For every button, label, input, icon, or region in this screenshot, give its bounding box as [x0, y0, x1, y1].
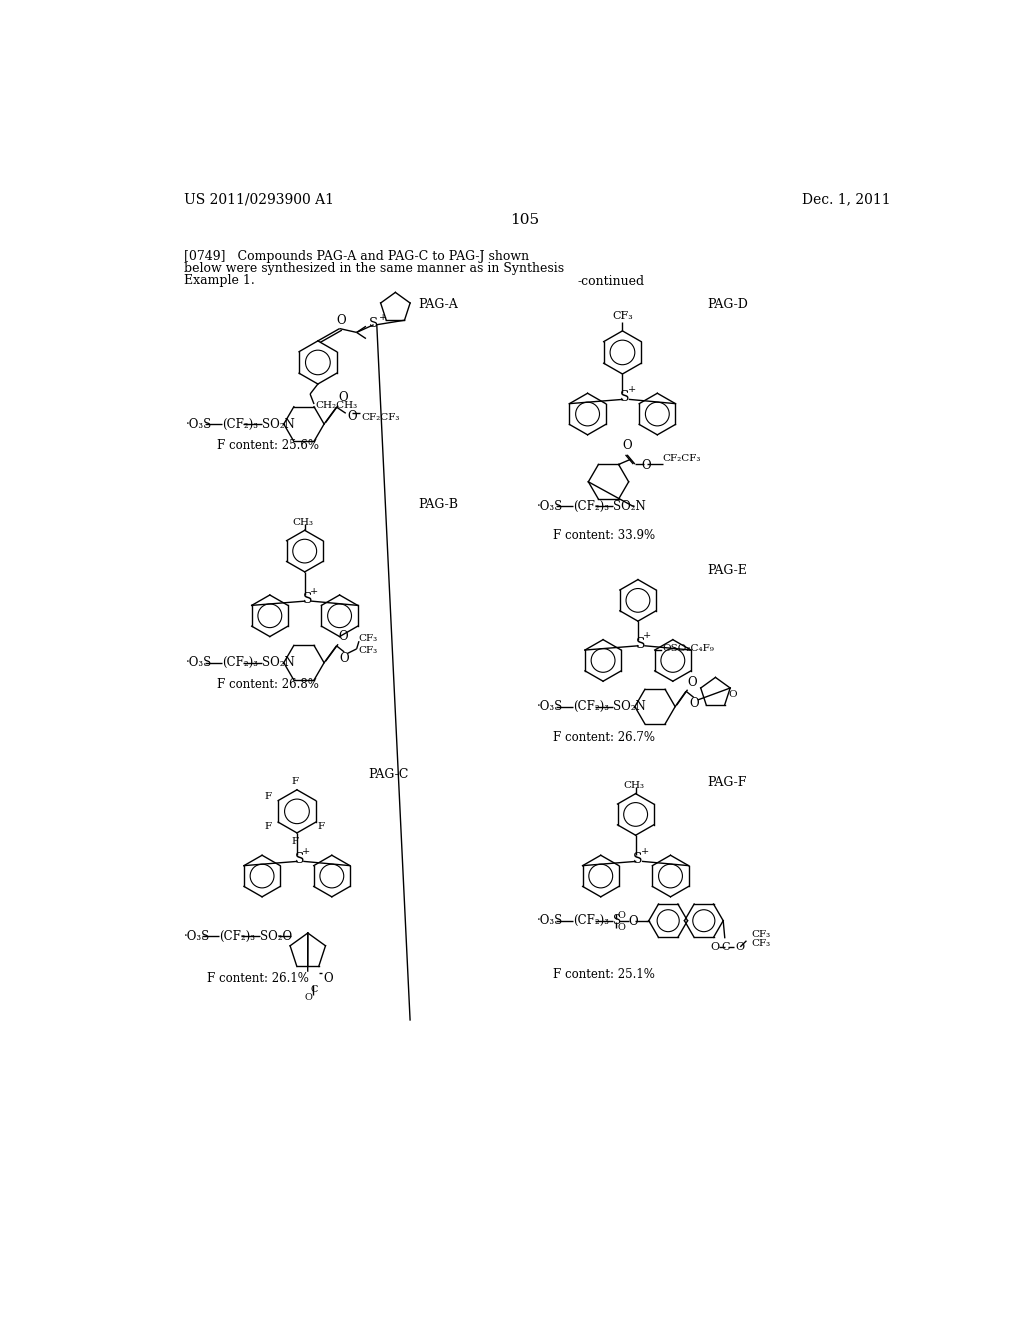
Text: CF₃: CF₃	[751, 940, 770, 948]
Text: CF₃: CF₃	[358, 634, 377, 643]
Text: S: S	[613, 915, 622, 927]
Text: (CF₂)₃: (CF₂)₃	[572, 500, 609, 513]
Text: (CF₂)₃: (CF₂)₃	[572, 915, 609, 927]
Text: PAG-D: PAG-D	[708, 298, 749, 312]
Text: CH₃: CH₃	[624, 781, 644, 791]
Text: +: +	[302, 847, 310, 855]
Text: O: O	[324, 972, 333, 985]
Text: F content: 25.1%: F content: 25.1%	[553, 968, 654, 981]
Text: PAG-C: PAG-C	[369, 768, 409, 781]
Text: O: O	[617, 911, 626, 920]
Text: O: O	[690, 697, 699, 710]
Text: +: +	[628, 385, 636, 393]
Text: CH₃: CH₃	[293, 519, 313, 527]
Text: O: O	[347, 409, 357, 422]
Text: SO₂N: SO₂N	[613, 500, 646, 513]
Text: F content: 25.6%: F content: 25.6%	[217, 440, 319, 453]
Text: O: O	[687, 676, 697, 689]
Text: F content: 26.1%: F content: 26.1%	[207, 972, 309, 985]
Text: +: +	[641, 847, 649, 855]
Text: O: O	[337, 314, 346, 326]
Text: F content: 26.8%: F content: 26.8%	[217, 677, 319, 690]
Text: SO₂N: SO₂N	[613, 700, 646, 713]
Text: O: O	[735, 942, 744, 952]
Text: Dec. 1, 2011: Dec. 1, 2011	[802, 193, 891, 206]
Text: F: F	[291, 777, 298, 785]
Text: O: O	[629, 915, 638, 928]
Text: PAG-B: PAG-B	[419, 499, 459, 511]
Text: C: C	[311, 986, 318, 994]
Text: SO₂O: SO₂O	[260, 929, 292, 942]
Text: below were synthesized in the same manner as in Synthesis: below were synthesized in the same manne…	[183, 261, 564, 275]
Text: C: C	[722, 942, 730, 952]
Text: CF₃: CF₃	[358, 645, 377, 655]
Text: F content: 33.9%: F content: 33.9%	[553, 529, 654, 543]
Text: F: F	[317, 822, 325, 830]
Text: ·O₃S: ·O₃S	[538, 500, 563, 513]
Text: OSO₂C₄F₉: OSO₂C₄F₉	[663, 644, 715, 652]
Text: F: F	[265, 792, 272, 801]
Text: 105: 105	[510, 213, 540, 227]
Text: S: S	[295, 853, 304, 866]
Text: S: S	[636, 636, 645, 651]
Text: ·O₃S: ·O₃S	[183, 929, 210, 942]
Text: S: S	[621, 391, 630, 404]
Text: -continued: -continued	[578, 275, 645, 288]
Text: O: O	[623, 440, 632, 453]
Text: CF₃: CF₃	[751, 931, 770, 939]
Text: SO₂N: SO₂N	[262, 417, 295, 430]
Text: O: O	[305, 993, 312, 1002]
Text: +: +	[379, 313, 387, 322]
Text: US 2011/0293900 A1: US 2011/0293900 A1	[183, 193, 334, 206]
Text: S: S	[369, 317, 378, 330]
Text: PAG-F: PAG-F	[708, 776, 748, 788]
Text: PAG-A: PAG-A	[419, 298, 459, 312]
Text: ·O₃S: ·O₃S	[186, 417, 212, 430]
Text: F content: 26.7%: F content: 26.7%	[553, 731, 654, 744]
Text: ·O₃S: ·O₃S	[186, 656, 212, 669]
Text: [0749]   Compounds PAG-A and PAG-C to PAG-J shown: [0749] Compounds PAG-A and PAG-C to PAG-…	[183, 251, 529, 264]
Text: F: F	[265, 822, 272, 830]
Text: O: O	[339, 652, 349, 665]
Text: (CF₂)₃: (CF₂)₃	[222, 417, 258, 430]
Text: S: S	[302, 591, 312, 606]
Text: +: +	[643, 631, 651, 640]
Text: ·O₃S: ·O₃S	[538, 700, 563, 713]
Text: CF₃: CF₃	[612, 312, 633, 321]
Text: O: O	[617, 923, 626, 932]
Text: O: O	[338, 391, 348, 404]
Text: Example 1.: Example 1.	[183, 273, 255, 286]
Text: (CF₂)₃: (CF₂)₃	[572, 700, 609, 713]
Text: CH₂CH₃: CH₂CH₃	[315, 401, 357, 411]
Text: F: F	[291, 837, 298, 846]
Text: O: O	[711, 942, 720, 952]
Text: O: O	[728, 690, 737, 698]
Text: O: O	[641, 459, 650, 473]
Text: +: +	[310, 586, 318, 595]
Text: SO₂N: SO₂N	[262, 656, 295, 669]
Text: ·O₃S: ·O₃S	[538, 915, 563, 927]
Text: O: O	[338, 630, 348, 643]
Text: (CF₂)₃: (CF₂)₃	[219, 929, 255, 942]
Text: PAG-E: PAG-E	[708, 564, 748, 577]
Text: S: S	[633, 853, 643, 866]
Text: CF₂CF₃: CF₂CF₃	[361, 413, 399, 421]
Text: (CF₂)₃: (CF₂)₃	[222, 656, 258, 669]
Text: CF₂CF₃: CF₂CF₃	[663, 454, 701, 463]
